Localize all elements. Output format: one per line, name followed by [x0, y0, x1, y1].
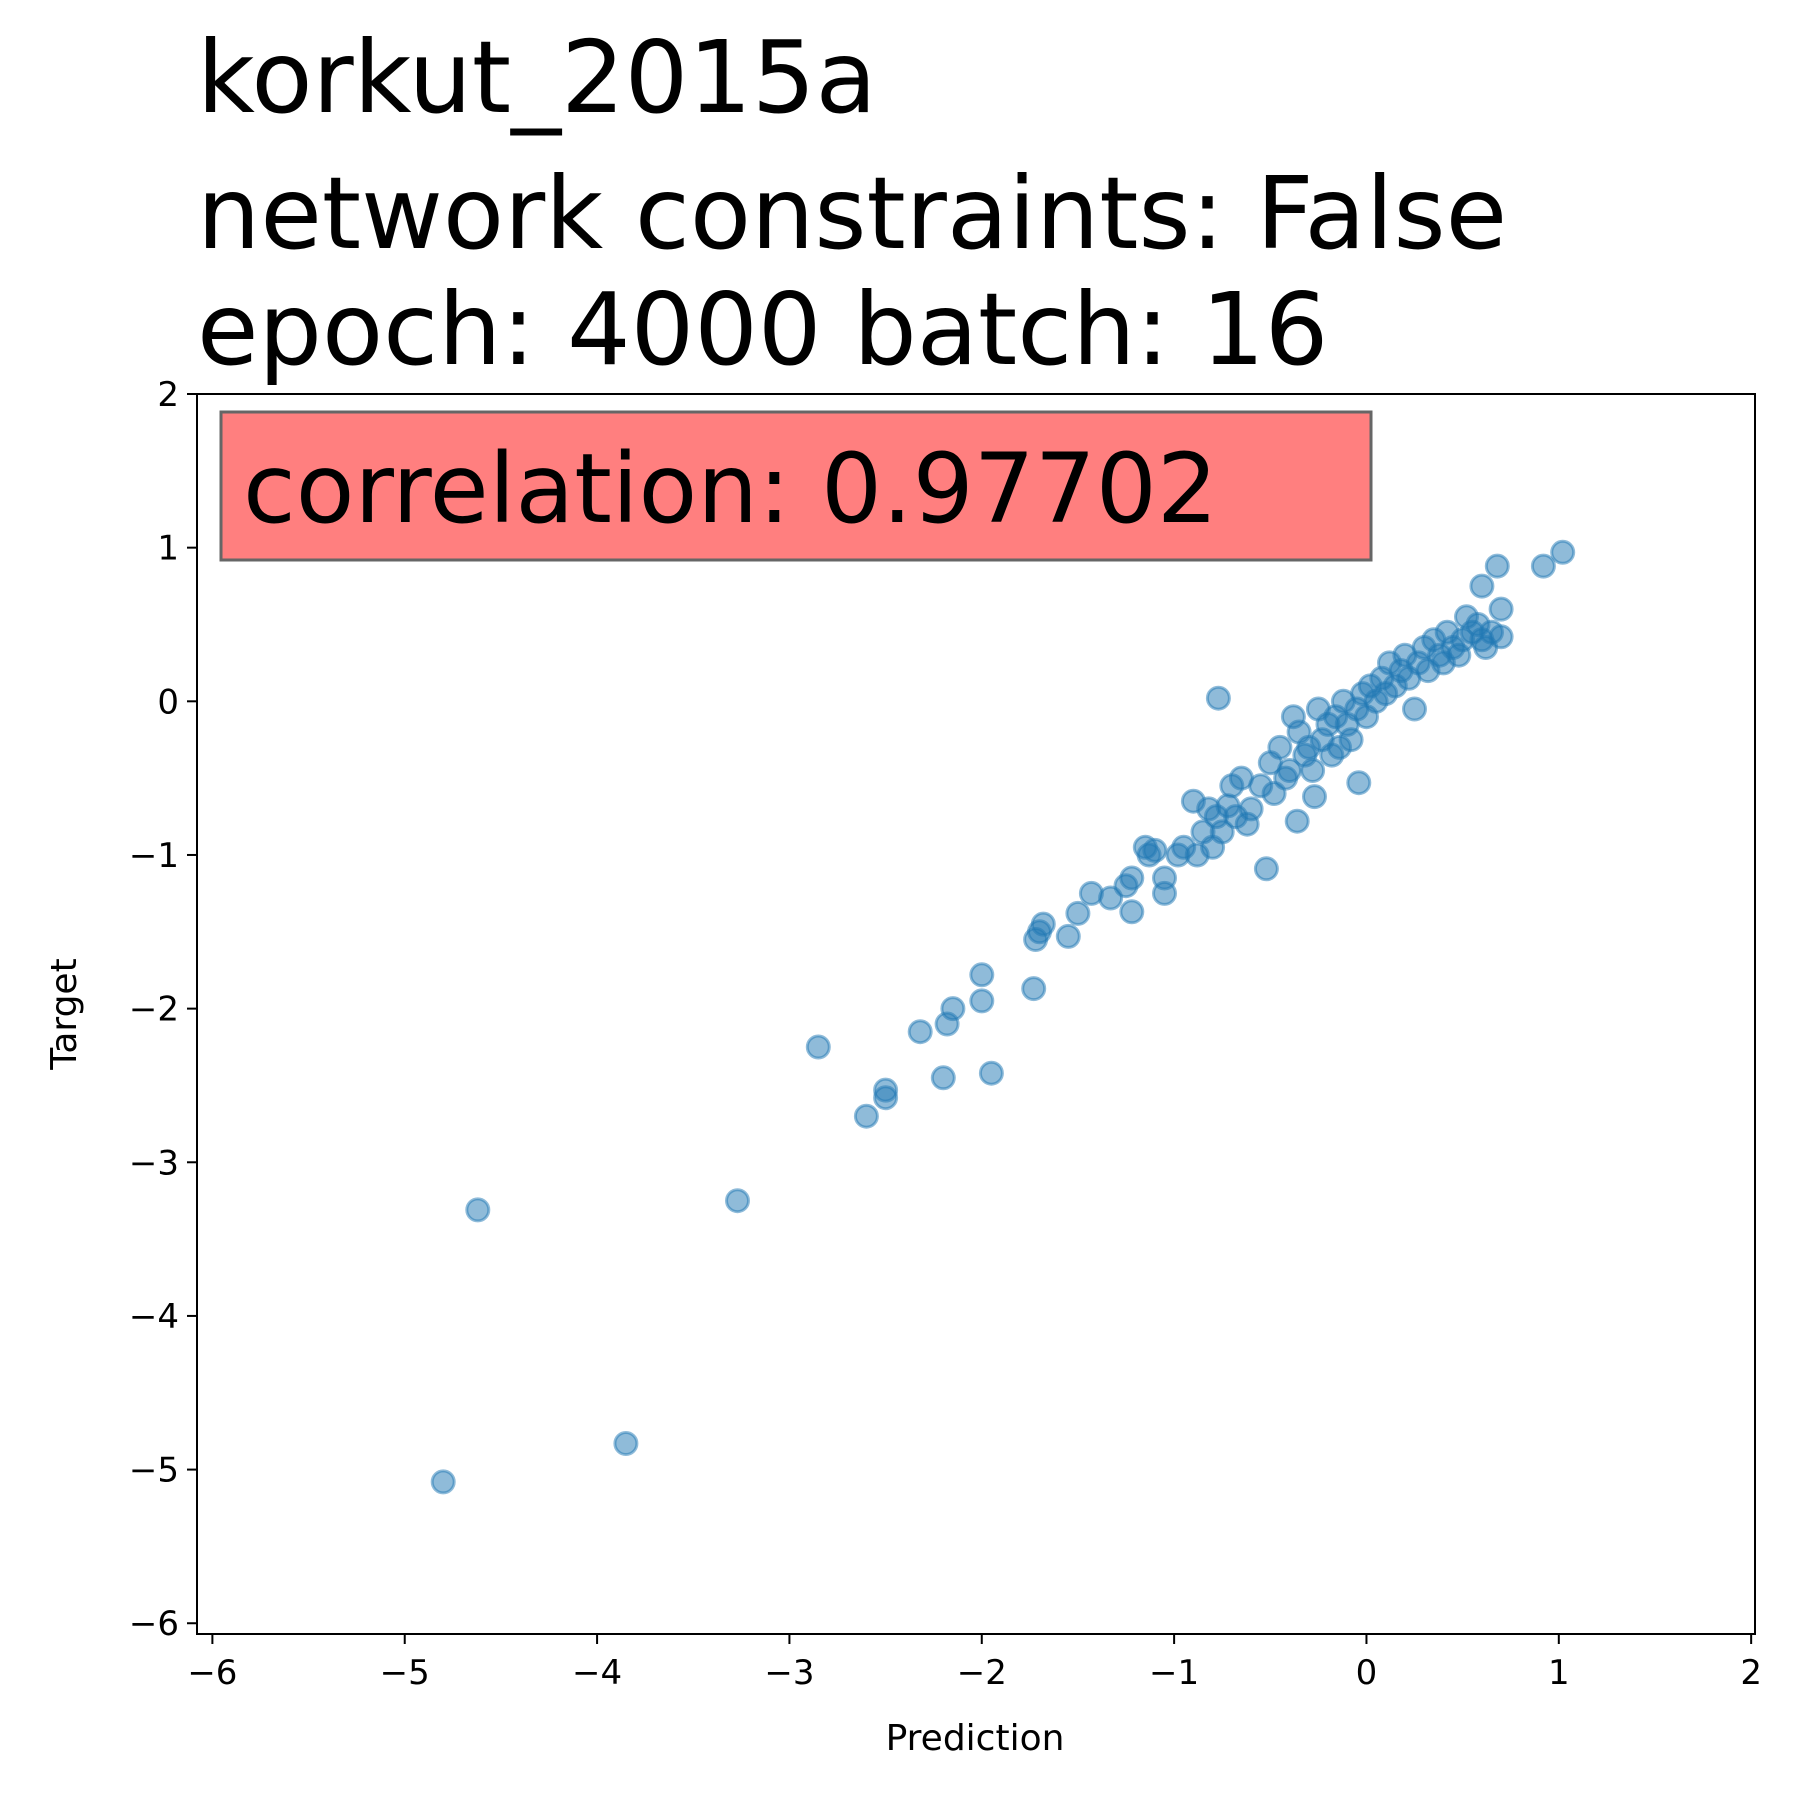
- x-tick-label: −4: [572, 1653, 622, 1693]
- y-tick-label: −1: [129, 836, 179, 876]
- x-tick-label: 0: [1356, 1653, 1378, 1693]
- scatter-point: [1030, 911, 1056, 937]
- scatter-point: [1338, 727, 1364, 753]
- x-tick-label: −1: [1149, 1653, 1199, 1693]
- scatter-point: [969, 962, 995, 988]
- scatter-point: [978, 1060, 1004, 1086]
- scatter-point: [969, 988, 995, 1014]
- scatter-point: [1055, 923, 1081, 949]
- y-axis-label: Target: [44, 958, 85, 1070]
- scatter-point: [1300, 758, 1326, 783]
- plot-area-frame: [196, 393, 1756, 1635]
- scatter-point: [1253, 856, 1279, 882]
- scatter-point: [1484, 553, 1510, 579]
- x-axis-label: Prediction: [886, 1718, 1065, 1759]
- scatter-point: [1152, 880, 1177, 906]
- scatter-point: [1284, 808, 1310, 834]
- y-tick-label: −6: [129, 1604, 179, 1644]
- scatter-point: [1119, 899, 1145, 925]
- scatter-point: [613, 1431, 639, 1456]
- scatter-point: [873, 1085, 899, 1111]
- y-tick-label: 2: [157, 375, 179, 415]
- x-tick-label: −5: [380, 1653, 430, 1693]
- x-tick-label: −2: [957, 1653, 1007, 1693]
- y-tick-label: −4: [129, 1297, 179, 1337]
- correlation-annotation: correlation: 0.97702: [219, 410, 1373, 562]
- scatter-point: [1209, 819, 1235, 845]
- scatter-point: [1346, 770, 1372, 796]
- x-axis-ticks: −6 −5 −4 −3 −2 −1 0 1 2: [187, 1634, 1762, 1693]
- scatter-point: [1065, 900, 1091, 926]
- title-line-1: korkut_2015a: [197, 19, 877, 136]
- title-line-3: epoch: 4000 batch: 16: [197, 271, 1328, 388]
- x-tick-label: 1: [1548, 1653, 1570, 1693]
- x-tick-label: −3: [764, 1653, 814, 1693]
- scatter-point: [465, 1197, 491, 1223]
- y-tick-label: 0: [157, 682, 179, 722]
- correlation-text: correlation: 0.97702: [243, 433, 1218, 545]
- scatter-point: [853, 1103, 879, 1129]
- correlation-box: [219, 410, 1373, 562]
- x-tick-label: 2: [1740, 1653, 1762, 1693]
- scatter-point: [430, 1469, 456, 1495]
- y-tick-label: −2: [129, 990, 179, 1030]
- scatter-point: [907, 1019, 933, 1045]
- scatter-point: [805, 1034, 831, 1060]
- chart-title: korkut_2015a network constraints: False …: [197, 19, 1507, 388]
- scatter-point: [725, 1188, 750, 1214]
- scatter-point: [1469, 573, 1495, 599]
- y-axis-ticks: −6 −5 −4 −3 −2 −1 0 1 2: [129, 375, 197, 1644]
- scatter-point: [1402, 696, 1427, 722]
- y-tick-label: −5: [129, 1451, 179, 1491]
- scatter-point: [930, 1065, 956, 1091]
- scatter-point: [1302, 784, 1327, 810]
- scatter-point: [1021, 976, 1047, 1002]
- title-line-2: network constraints: False: [197, 155, 1507, 272]
- scatter-point: [940, 996, 966, 1022]
- scatter-point: [1488, 596, 1514, 622]
- scatter-point: [1142, 837, 1168, 863]
- data-points: [430, 539, 1576, 1495]
- y-tick-label: −3: [129, 1143, 179, 1183]
- scatter-point: [1550, 539, 1576, 565]
- scatter-point: [1238, 796, 1264, 822]
- scatter-point: [1205, 685, 1231, 711]
- scatter-point: [1119, 865, 1145, 891]
- y-tick-label: 1: [157, 529, 179, 569]
- x-tick-label: −6: [187, 1653, 237, 1693]
- scatter-point: [1530, 553, 1556, 579]
- scatter-point: [1267, 734, 1293, 760]
- scatter-point: [1488, 624, 1514, 650]
